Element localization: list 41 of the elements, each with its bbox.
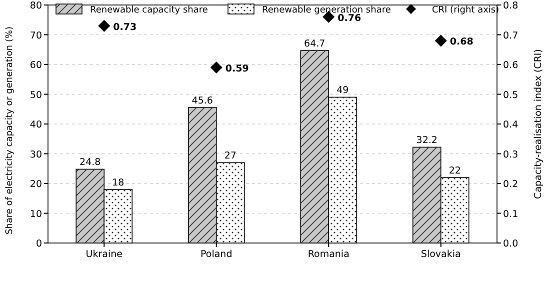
y2-tick-label: 0.6 xyxy=(503,60,518,71)
y2-tick-label: 0.2 xyxy=(503,179,518,190)
data-label: 0.76 xyxy=(338,12,362,24)
point xyxy=(98,20,110,32)
data-label: 18 xyxy=(112,177,124,188)
y-tick-label: 40 xyxy=(30,120,42,130)
y2-tick-label: 0.1 xyxy=(503,208,518,220)
x-tick-label: Slovakia xyxy=(420,249,461,260)
y2-tick-label: 0.0 xyxy=(503,238,518,250)
data-label: 24.8 xyxy=(80,157,101,168)
point xyxy=(434,34,447,47)
data-label: 0.59 xyxy=(225,63,249,74)
y-tick-label: 0 xyxy=(36,238,42,250)
y-axis-title: Share of electricity capacity or generation (%) xyxy=(5,26,15,235)
data-label: 45.6 xyxy=(192,95,213,106)
x-tick-label: Ukraine xyxy=(86,249,123,260)
y-tick-label: 10 xyxy=(30,208,42,220)
x-tick-label: Poland xyxy=(200,249,232,260)
data-label: 64.7 xyxy=(304,38,326,50)
legend-label: Renewable generation share xyxy=(262,6,392,16)
y2-tick-label: 0.4 xyxy=(503,120,518,130)
y-tick-label: 20 xyxy=(30,179,42,190)
y2-tick-label: 0.5 xyxy=(503,90,518,101)
data-label: 27 xyxy=(224,150,236,162)
y-tick-label: 30 xyxy=(30,149,42,160)
x-tick-label: Romania xyxy=(308,249,350,260)
data-label: 49 xyxy=(336,85,349,96)
legend-label: Renewable capacity share xyxy=(90,6,208,16)
data-label: 0.73 xyxy=(113,22,137,33)
point xyxy=(210,61,222,74)
y-tick-label: 70 xyxy=(30,30,42,42)
y-tick-label: 80 xyxy=(30,0,42,12)
y2-axis-title: Capacity-realisation index (CRI) xyxy=(533,49,544,199)
y2-tick-label: 0.8 xyxy=(503,0,518,12)
y-tick-label: 50 xyxy=(30,90,42,101)
y-tick-label: 60 xyxy=(30,60,42,71)
data-label: 32.2 xyxy=(416,135,438,146)
y2-tick-label: 0.3 xyxy=(503,149,518,160)
data-label: 22 xyxy=(448,166,461,177)
data-label: 0.68 xyxy=(450,36,474,48)
y2-tick-label: 0.7 xyxy=(503,30,518,42)
